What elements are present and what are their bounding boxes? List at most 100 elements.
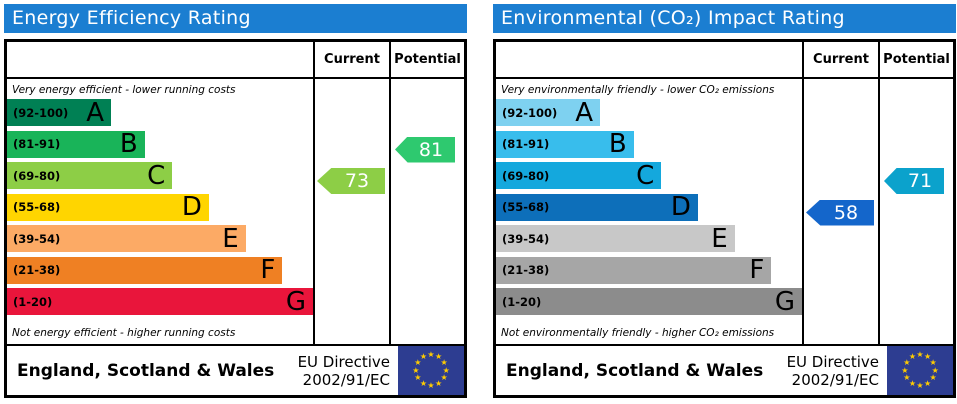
band-row-d: (55-68) D xyxy=(496,192,802,226)
current-rating-arrow: 73 xyxy=(317,168,385,194)
bottom-note: Not energy efficient - higher running co… xyxy=(12,326,236,339)
panel-footer: England, Scotland & Wales EU Directive 2… xyxy=(4,346,467,398)
band-bar-c: (69-80) C xyxy=(7,160,173,191)
eu-directive-line2: 2002/91/EC xyxy=(791,370,879,389)
band-bar-g: (1-20) G xyxy=(496,288,802,315)
eu-directive-label: EU Directive 2002/91/EC xyxy=(298,353,390,389)
band-letter: B xyxy=(608,129,627,159)
band-bar-b: (81-91) B xyxy=(7,129,145,159)
eu-star-icon: ★ xyxy=(414,373,422,383)
band-range: (69-80) xyxy=(502,168,550,183)
eu-star-icon: ★ xyxy=(908,352,916,362)
column-header-row: Current Potential xyxy=(496,42,953,79)
band-letter: C xyxy=(147,160,166,191)
panel-footer: England, Scotland & Wales EU Directive 2… xyxy=(493,346,956,398)
band-letter: F xyxy=(749,255,765,285)
band-range: (55-68) xyxy=(13,200,61,214)
band-row-b: (81-91) B xyxy=(7,129,313,163)
band-bar-a: (92-100) A xyxy=(496,97,601,128)
eu-directive-line1: EU Directive xyxy=(786,352,879,371)
band-range: (39-54) xyxy=(13,231,61,246)
band-letter: D xyxy=(670,192,691,222)
bottom-note: Not environmentally friendly - higher CO… xyxy=(501,326,775,339)
band-range: (81-91) xyxy=(502,137,550,151)
band-bar-d: (55-68) D xyxy=(496,192,698,222)
eu-star-icon: ★ xyxy=(916,350,924,360)
band-bar-g: (1-20) G xyxy=(7,288,313,315)
band-letter: G xyxy=(285,286,306,317)
eu-star-icon: ★ xyxy=(434,352,443,362)
band-range: (39-54) xyxy=(502,231,550,246)
band-range: (21-38) xyxy=(13,263,61,277)
band-letter: B xyxy=(119,129,138,159)
rating-body: Very energy efficient - lower running co… xyxy=(7,79,464,344)
eu-directive-line1: EU Directive xyxy=(297,352,390,371)
current-column-header: Current xyxy=(313,42,389,77)
band-row-g: (1-20) G xyxy=(496,288,802,320)
eu-star-icon: ★ xyxy=(908,378,916,388)
band-range: (1-20) xyxy=(502,294,542,309)
eu-star-icon: ★ xyxy=(440,373,448,383)
band-bar-e: (39-54) E xyxy=(7,225,246,252)
eu-flag-icon: ★ ★ ★ ★ ★ ★ ★ ★ ★ ★ ★ ★ xyxy=(887,346,953,395)
band-letter: G xyxy=(774,286,795,317)
eu-star-icon: ★ xyxy=(916,380,924,390)
eu-star-icon: ★ xyxy=(434,378,443,388)
top-note: Very environmentally friendly - lower CO… xyxy=(501,84,775,96)
current-rating-value: 73 xyxy=(344,170,370,192)
eu-star-icon: ★ xyxy=(412,365,420,375)
eu-directive-label: EU Directive 2002/91/EC xyxy=(787,353,879,389)
eu-star-icon: ★ xyxy=(419,352,427,362)
band-letter: F xyxy=(260,255,276,285)
band-row-f: (21-38) F xyxy=(496,255,802,289)
environmental-impact-panel: Environmental (CO₂) Impact Rating Curren… xyxy=(493,4,956,398)
band-letter: E xyxy=(222,223,239,254)
energy-efficiency-panel: Energy Efficiency Rating Current Potenti… xyxy=(4,4,467,398)
band-row-a: (92-100) A xyxy=(496,99,802,131)
band-bar-e: (39-54) E xyxy=(496,225,735,252)
potential-column-header: Potential xyxy=(878,42,953,77)
eu-star-icon: ★ xyxy=(923,378,932,388)
energy-panel-title: Energy Efficiency Rating xyxy=(4,4,467,33)
header-spacer xyxy=(496,42,802,77)
eu-flag-icon: ★ ★ ★ ★ ★ ★ ★ ★ ★ ★ ★ ★ xyxy=(398,346,464,395)
band-bar-c: (69-80) C xyxy=(496,160,662,191)
rating-bands: (92-100) A (81-91) B (69-80) C (55-68) D (39… xyxy=(496,99,802,320)
potential-rating-arrow: 71 xyxy=(884,168,944,194)
bands-area: Very environmentally friendly - lower CO… xyxy=(496,79,802,344)
environmental-rating-table: Current Potential Very environmentally f… xyxy=(493,39,956,346)
current-rating-arrow: 58 xyxy=(806,199,874,226)
eu-star-icon: ★ xyxy=(903,357,911,367)
band-row-d: (55-68) D xyxy=(7,193,313,226)
eu-star-icon: ★ xyxy=(440,357,448,367)
band-bar-f: (21-38) F xyxy=(496,255,772,285)
eu-star-icon: ★ xyxy=(419,378,427,388)
band-row-e: (39-54) E xyxy=(7,225,313,257)
band-bar-b: (81-91) B xyxy=(496,129,634,159)
eu-star-icon: ★ xyxy=(929,357,937,367)
band-range: (92-100) xyxy=(13,105,69,120)
eu-star-icon: ★ xyxy=(414,357,422,367)
bands-area: Very energy efficient - lower running co… xyxy=(7,79,313,344)
eu-directive-line2: 2002/91/EC xyxy=(302,370,390,389)
header-spacer xyxy=(7,42,313,77)
band-range: (21-38) xyxy=(502,263,550,277)
current-value-cell: 58 xyxy=(802,79,878,344)
potential-rating-arrow: 81 xyxy=(395,136,455,163)
band-letter: A xyxy=(575,97,594,128)
band-letter: A xyxy=(86,97,105,128)
eu-star-icon: ★ xyxy=(442,365,450,375)
potential-value-cell: 71 xyxy=(878,79,953,344)
potential-rating-value: 71 xyxy=(907,170,933,192)
band-letter: C xyxy=(636,160,655,191)
current-rating-value: 58 xyxy=(833,201,859,224)
eu-star-icon: ★ xyxy=(427,380,435,390)
rating-bands: (92-100) A (81-91) B (69-80) C (55-68) D (39… xyxy=(7,99,313,320)
column-header-row: Current Potential xyxy=(7,42,464,79)
eu-star-icon: ★ xyxy=(427,350,435,360)
band-row-g: (1-20) G xyxy=(7,288,313,320)
eu-star-icon: ★ xyxy=(929,373,937,383)
band-range: (69-80) xyxy=(13,168,61,183)
potential-rating-value: 81 xyxy=(418,138,444,161)
